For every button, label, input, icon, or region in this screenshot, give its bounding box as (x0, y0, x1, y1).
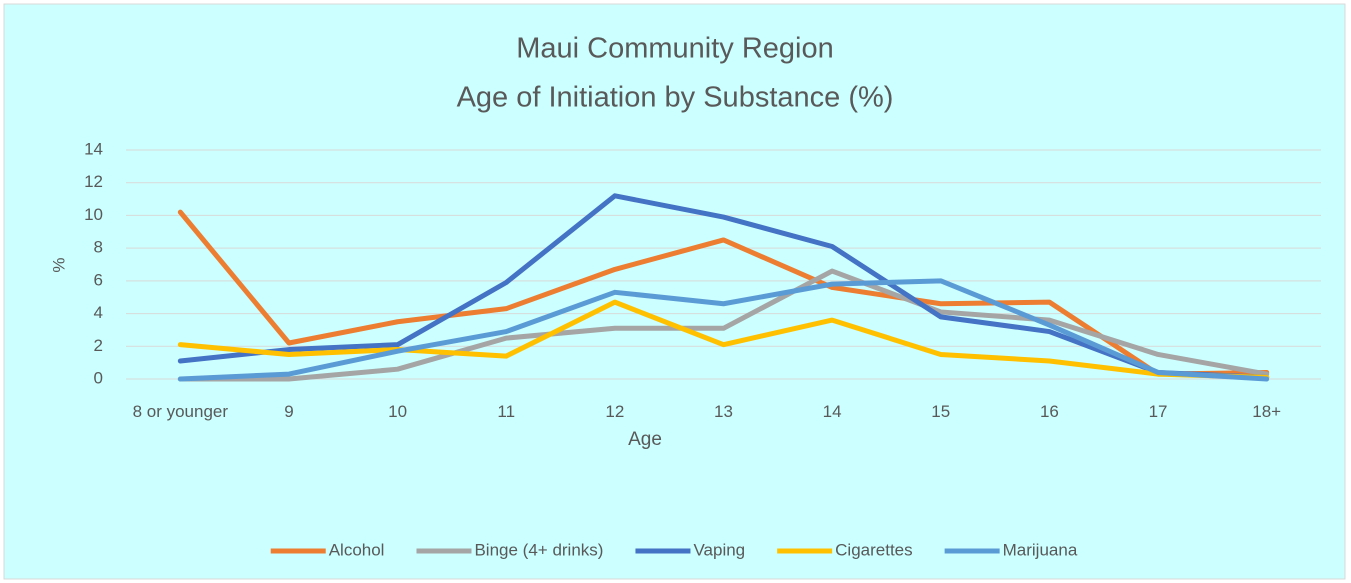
chart-title: Maui Community Region (516, 33, 834, 65)
y-tick-label: 14 (84, 139, 103, 158)
y-tick-label: 0 (94, 368, 103, 387)
x-tick-label: 15 (931, 402, 951, 421)
line-series (177, 193, 1270, 380)
y-tick-label: 2 (94, 336, 103, 355)
x-tick-label: 12 (605, 402, 625, 421)
y-tick-label: 10 (84, 205, 103, 224)
line-series (177, 278, 1270, 382)
x-tick-label: 9 (284, 402, 294, 421)
legend-label: Alcohol (329, 540, 385, 559)
x-tick-label: 18+ (1252, 402, 1282, 421)
y-tick-label: 8 (94, 238, 103, 257)
y-tick-label: 6 (94, 270, 103, 289)
line-series (177, 209, 1270, 377)
legend-label: Vaping (693, 540, 745, 559)
y-axis-label: % (49, 257, 68, 272)
x-tick-label: 8 or younger (132, 402, 229, 421)
y-tick-label: 4 (94, 303, 103, 322)
legend-label: Cigarettes (835, 540, 912, 559)
x-tick-label: 11 (497, 402, 516, 421)
chart-background (3, 3, 1346, 580)
x-tick-label: 14 (822, 402, 842, 421)
chart-subtitle: Age of Initiation by Substance (%) (457, 82, 894, 114)
x-tick-label: 13 (714, 402, 733, 421)
x-tick-label: 17 (1148, 402, 1168, 421)
x-tick-label: 16 (1039, 402, 1059, 421)
x-axis-label: Age (628, 429, 662, 450)
legend-label: Binge (4+ drinks) (474, 540, 603, 559)
y-tick-label: 12 (84, 172, 103, 191)
line-series (177, 268, 1270, 382)
line-series (177, 299, 1270, 380)
x-tick-label: 10 (388, 402, 408, 421)
legend-label: Marijuana (1003, 540, 1078, 559)
